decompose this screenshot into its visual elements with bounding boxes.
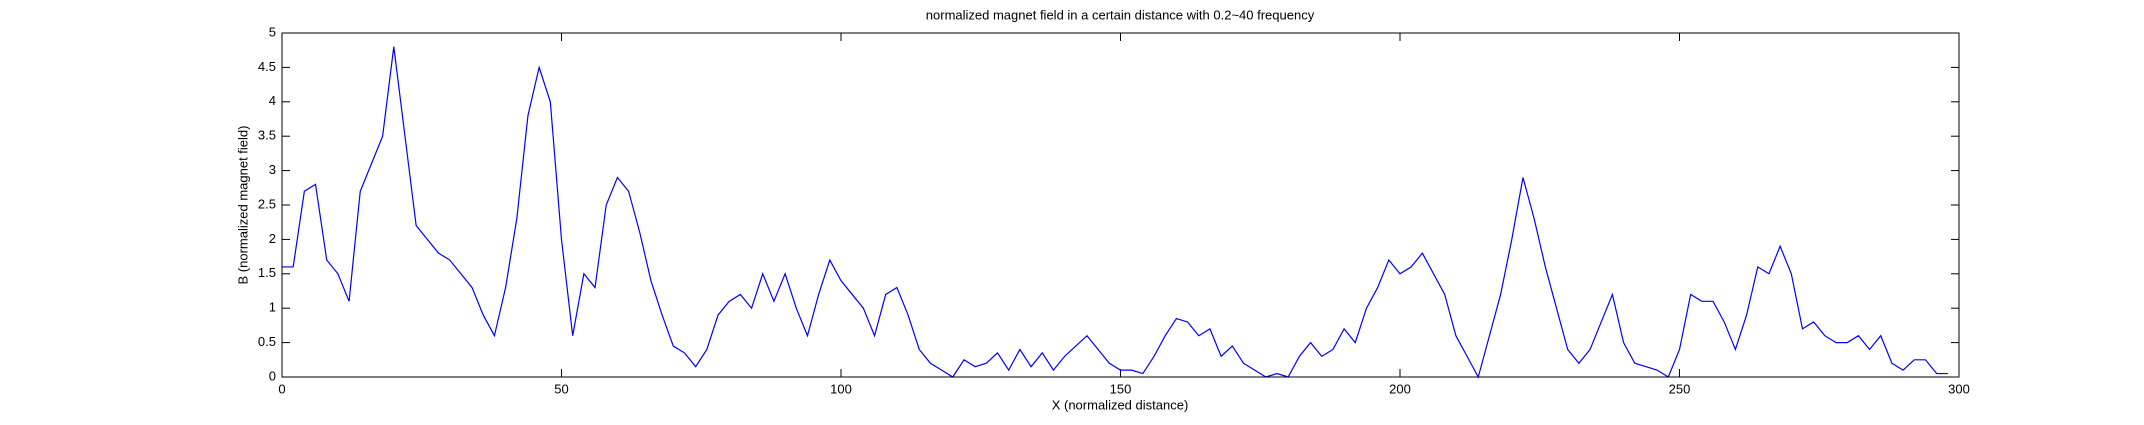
y-tick-label: 1 (269, 300, 276, 315)
y-tick-label: 0.5 (258, 334, 276, 349)
x-tick-label: 150 (1110, 381, 1132, 396)
x-tick-label: 250 (1669, 381, 1691, 396)
x-tick-label: 200 (1389, 381, 1411, 396)
x-axis-label: X (normalized distance) (1052, 397, 1189, 412)
chart-title: normalized magnet field in a certain dis… (926, 7, 1315, 22)
y-tick-label: 4.5 (258, 59, 276, 74)
y-axis-label: B (normalized magnet field) (235, 126, 250, 285)
plot-frame (281, 32, 1960, 378)
data-line (282, 46, 1948, 379)
y-tick-label: 5 (269, 24, 276, 39)
y-tick-label: 2 (269, 231, 276, 246)
y-tick-label: 3.5 (258, 128, 276, 143)
y-tick-label: 0 (269, 368, 276, 383)
x-tick-label: 100 (830, 381, 852, 396)
y-tick-label: 3 (269, 162, 276, 177)
y-tick-label: 1.5 (258, 265, 276, 280)
x-tick-label: 300 (1948, 381, 1970, 396)
x-tick-label: 50 (554, 381, 568, 396)
y-tick-label: 4 (269, 93, 276, 108)
y-tick-label: 2.5 (258, 196, 276, 211)
x-tick-label: 0 (278, 381, 285, 396)
